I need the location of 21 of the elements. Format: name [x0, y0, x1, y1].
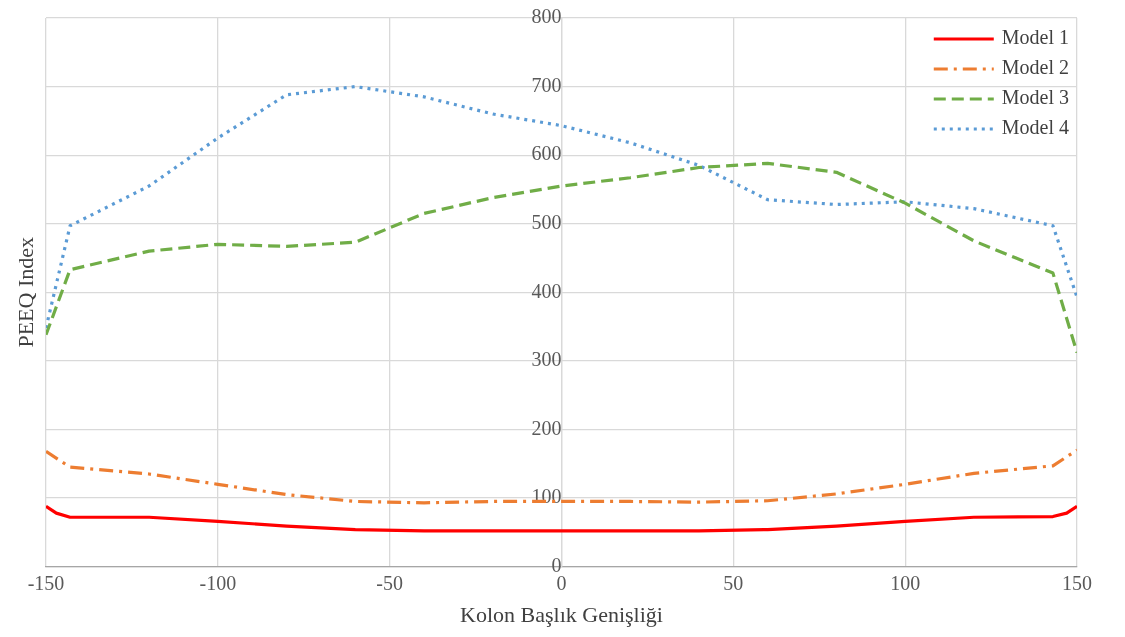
- y-tick-label: 400: [531, 279, 562, 302]
- legend-label: Model 3: [1001, 86, 1069, 109]
- legend-label: Model 1: [1001, 26, 1069, 49]
- line-series: [46, 448, 1077, 505]
- legend-label: Model 2: [1001, 56, 1069, 79]
- x-tick-label: 100: [890, 571, 921, 594]
- y-tick-label: 0: [551, 553, 562, 576]
- y-tick-label: 500: [531, 210, 562, 233]
- y-tick-label: 700: [531, 73, 562, 96]
- x-tick-label: -50: [376, 571, 403, 594]
- x-tick-label: 50: [723, 571, 744, 594]
- y-tick-label: 300: [531, 348, 562, 371]
- x-axis-title: Kolon Başlık Genişliği: [460, 601, 663, 627]
- y-axis-title: PEEQ Index: [12, 237, 38, 348]
- x-tick-label: 150: [1062, 571, 1092, 594]
- y-tick-label: 200: [531, 416, 562, 439]
- x-tick-label: -100: [199, 571, 237, 594]
- y-tick-label: 600: [531, 142, 562, 165]
- y-tick-label: 800: [531, 5, 562, 28]
- legend-label: Model 4: [1001, 116, 1069, 139]
- x-tick-label: -150: [27, 571, 65, 594]
